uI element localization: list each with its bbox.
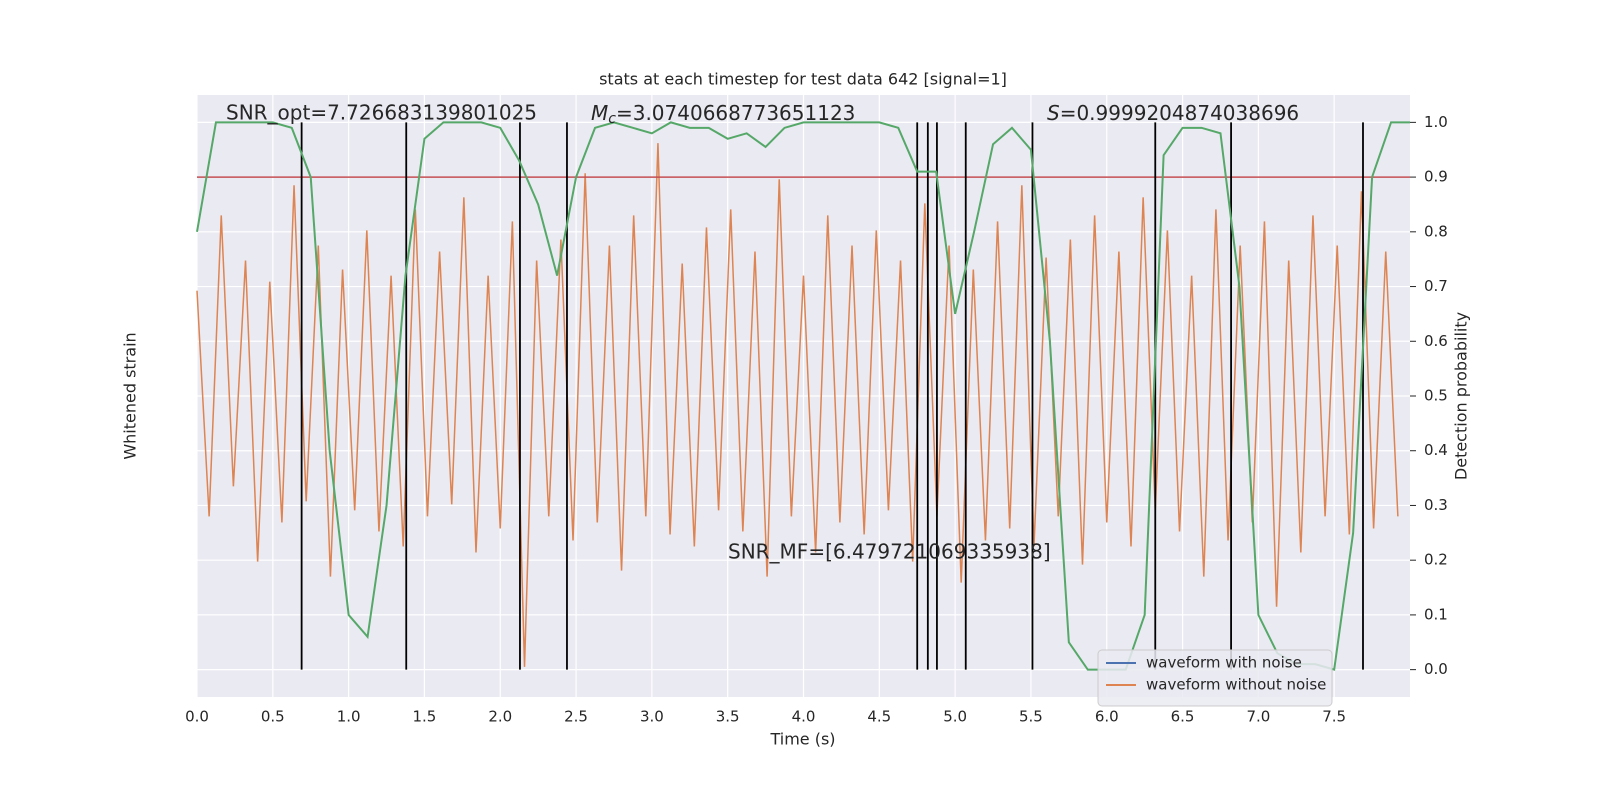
x-tick-label: 4.0	[792, 708, 816, 726]
x-tick-label: 7.5	[1322, 708, 1346, 726]
legend: waveform with noise waveform without nois…	[1097, 649, 1333, 707]
annotations: SNR_opt=7.726683139801025 Mc=3.074066877…	[226, 101, 1299, 564]
y2-tick-label: 0.3	[1424, 496, 1448, 514]
annotation: Mc=3.0740668773651123	[591, 101, 855, 128]
x-tick-label: 1.5	[413, 708, 437, 726]
y2-tick-label: 0.4	[1424, 441, 1448, 459]
annotation: SNR_opt=7.726683139801025	[226, 101, 537, 125]
y2-tick-label: 0.8	[1424, 222, 1448, 240]
y2-axis-label: Detection probability	[1452, 312, 1471, 480]
x-axis-label: Time (s)	[769, 730, 835, 749]
y2-tick-label: 1.0	[1424, 113, 1448, 131]
chart-title: stats at each timestep for test data 642…	[599, 70, 1007, 89]
x-tick-label: 5.5	[1019, 708, 1043, 726]
x-tick-label: 0.0	[185, 708, 209, 726]
y2-tick-label: 0.1	[1424, 605, 1448, 623]
x-tick-label: 3.0	[640, 708, 664, 726]
annotation: SNR_MF=[6.479721069335938]	[728, 540, 1051, 564]
x-tick-label: 3.5	[716, 708, 740, 726]
y2-tick-label: 0.0	[1424, 660, 1448, 678]
legend-label: waveform with noise	[1146, 654, 1302, 672]
y2-tick-label: 0.6	[1424, 332, 1448, 350]
x-tick-label: 0.5	[261, 708, 285, 726]
y2-tick-label: 0.7	[1424, 277, 1448, 295]
y2-tick-label: 0.9	[1424, 168, 1448, 186]
y-axis-label: Whitened strain	[121, 332, 140, 459]
probability-line	[196, 121, 1410, 671]
annotation-symbol: S	[1047, 101, 1060, 125]
x-tick-label: 2.5	[564, 708, 588, 726]
x-tick-label: 1.0	[337, 708, 361, 726]
x-tick-label: 6.5	[1171, 708, 1195, 726]
annotation-symbol: M	[591, 101, 608, 125]
legend-label: waveform without noise	[1146, 676, 1326, 694]
marks	[196, 121, 1410, 671]
y2-tick-label: 0.2	[1424, 551, 1448, 569]
strain-line	[196, 143, 1399, 667]
x-tick-label: 4.5	[867, 708, 891, 726]
annotation-value: =0.9999204874038696	[1060, 101, 1299, 125]
annotation-value: =3.0740668773651123	[616, 101, 855, 125]
annotation: S=0.9999204874038696	[1047, 101, 1299, 125]
x-tick-label: 2.0	[488, 708, 512, 726]
annotation-subscript: c	[608, 111, 616, 127]
x-tick-label: 7.0	[1246, 708, 1270, 726]
legend-box	[1097, 649, 1333, 707]
x-tick-label: 6.0	[1095, 708, 1119, 726]
y2-tick-label: 0.5	[1424, 387, 1448, 405]
x-tick-label: 5.0	[943, 708, 967, 726]
